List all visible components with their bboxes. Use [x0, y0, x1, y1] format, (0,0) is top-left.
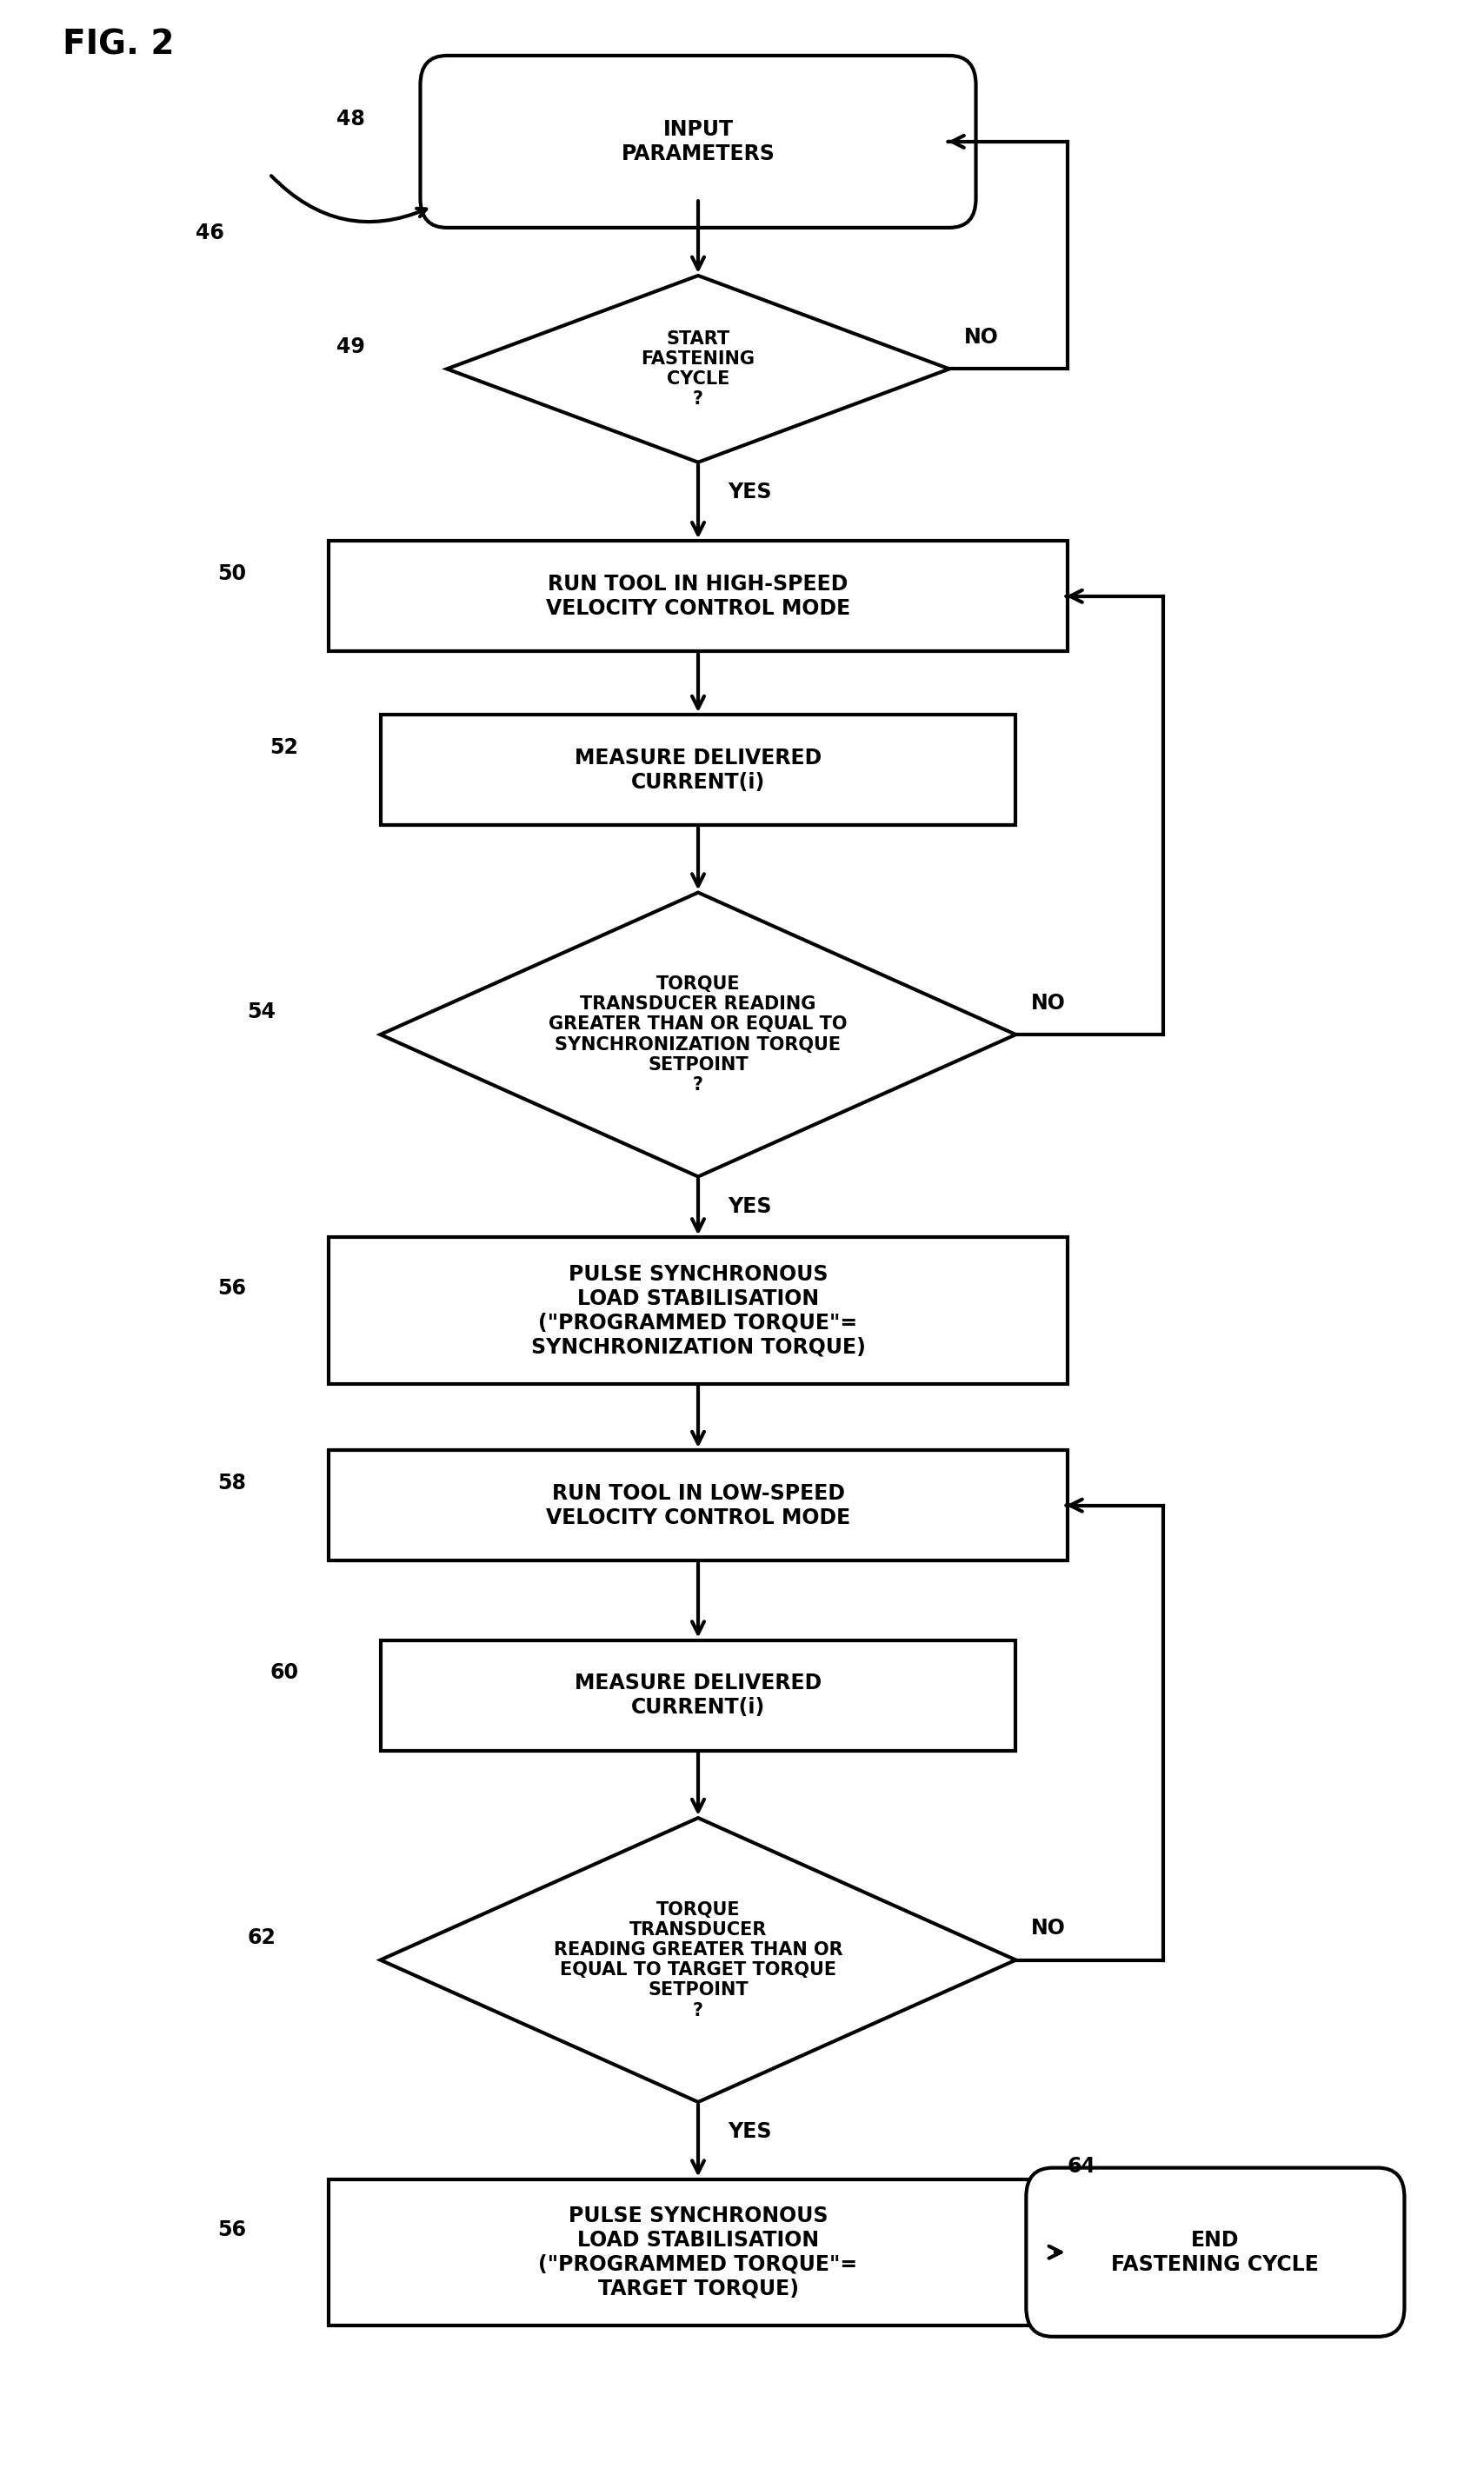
Text: 60: 60	[270, 1663, 298, 1683]
Text: 64: 64	[1067, 2156, 1095, 2178]
Text: MEASURE DELIVERED
CURRENT(i): MEASURE DELIVERED CURRENT(i)	[574, 747, 821, 792]
Text: 56: 56	[218, 2220, 246, 2240]
Text: TORQUE
TRANSDUCER READING
GREATER THAN OR EQUAL TO
SYNCHRONIZATION TORQUE
SETPOI: TORQUE TRANSDUCER READING GREATER THAN O…	[549, 975, 847, 1094]
Bar	[328, 2178, 1067, 2324]
Text: NO: NO	[963, 327, 999, 349]
Text: PULSE SYNCHRONOUS
LOAD STABILISATION
("PROGRAMMED TORQUE"=
SYNCHRONIZATION TORQU: PULSE SYNCHRONOUS LOAD STABILISATION ("P…	[530, 1265, 865, 1356]
Bar	[380, 1641, 1015, 1750]
Text: INPUT
PARAMETERS: INPUT PARAMETERS	[620, 119, 775, 163]
Bar	[328, 1450, 1067, 1562]
Text: NO: NO	[1030, 1918, 1064, 1938]
Polygon shape	[447, 275, 948, 463]
Text: 50: 50	[218, 564, 246, 584]
Bar	[328, 542, 1067, 651]
Text: NO: NO	[1030, 992, 1064, 1012]
Polygon shape	[380, 893, 1015, 1176]
Polygon shape	[380, 1819, 1015, 2101]
Text: 62: 62	[248, 1928, 276, 1948]
Text: MEASURE DELIVERED
CURRENT(i): MEASURE DELIVERED CURRENT(i)	[574, 1673, 821, 1718]
Text: RUN TOOL IN HIGH-SPEED
VELOCITY CONTROL MODE: RUN TOOL IN HIGH-SPEED VELOCITY CONTROL …	[546, 574, 850, 619]
FancyArrowPatch shape	[272, 176, 426, 223]
Text: 48: 48	[335, 109, 365, 129]
Text: 58: 58	[218, 1473, 246, 1492]
Text: 49: 49	[335, 337, 365, 356]
FancyBboxPatch shape	[420, 54, 975, 228]
Text: FIG. 2: FIG. 2	[62, 27, 174, 62]
Bar	[380, 715, 1015, 824]
Text: RUN TOOL IN LOW-SPEED
VELOCITY CONTROL MODE: RUN TOOL IN LOW-SPEED VELOCITY CONTROL M…	[546, 1483, 850, 1527]
Text: YES: YES	[727, 1195, 772, 1218]
Text: PULSE SYNCHRONOUS
LOAD STABILISATION
("PROGRAMMED TORQUE"=
TARGET TORQUE): PULSE SYNCHRONOUS LOAD STABILISATION ("P…	[539, 2205, 858, 2299]
Text: YES: YES	[727, 483, 772, 502]
Text: END
FASTENING CYCLE: END FASTENING CYCLE	[1112, 2230, 1318, 2275]
FancyBboxPatch shape	[1025, 2168, 1404, 2336]
Text: 54: 54	[248, 1002, 276, 1022]
Text: YES: YES	[727, 2121, 772, 2143]
Text: 52: 52	[270, 738, 298, 757]
Text: 56: 56	[218, 1277, 246, 1299]
Text: 46: 46	[196, 223, 224, 243]
Bar	[328, 1238, 1067, 1384]
Text: START
FASTENING
CYCLE
?: START FASTENING CYCLE ?	[641, 329, 754, 408]
Text: TORQUE
TRANSDUCER
READING GREATER THAN OR
EQUAL TO TARGET TORQUE
SETPOINT
?: TORQUE TRANSDUCER READING GREATER THAN O…	[554, 1901, 843, 2020]
